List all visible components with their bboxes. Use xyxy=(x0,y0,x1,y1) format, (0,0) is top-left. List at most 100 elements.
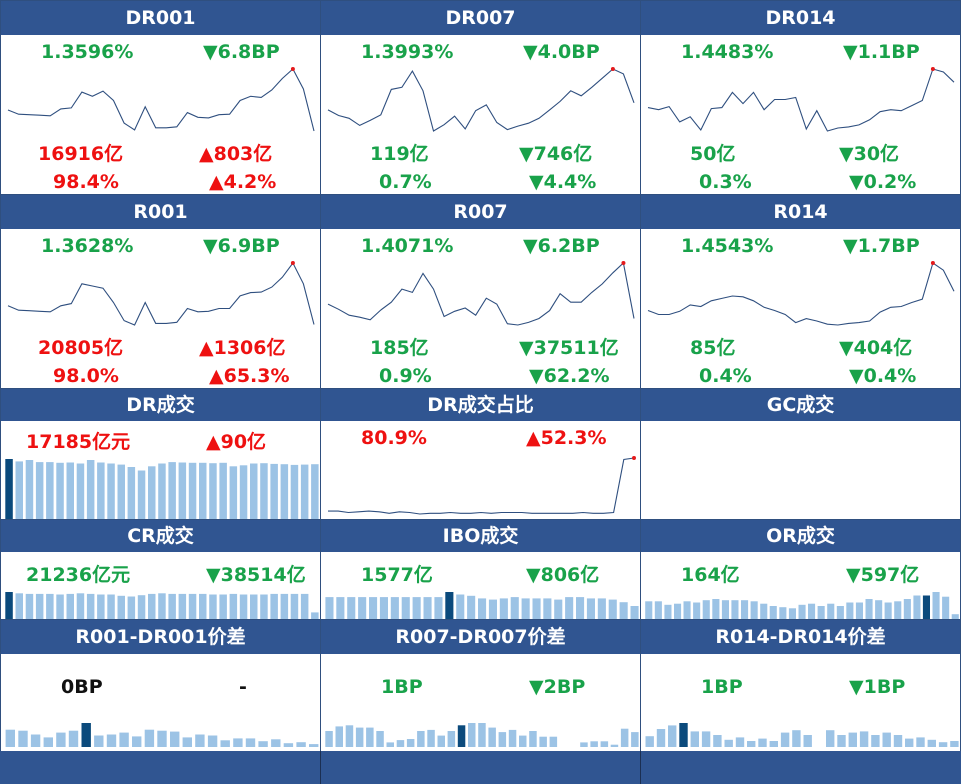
spread-value: 1BP xyxy=(701,676,743,698)
volume-change: ▼597亿 xyxy=(846,564,920,586)
bar xyxy=(498,732,507,747)
max-point-marker xyxy=(632,456,636,460)
bar xyxy=(508,729,517,747)
panel-title: OR成交 xyxy=(641,520,960,552)
bar xyxy=(427,729,435,747)
volume-value: 1577亿 xyxy=(361,564,433,586)
bar xyxy=(220,740,230,747)
bar xyxy=(271,739,281,747)
bar xyxy=(280,464,289,519)
bar xyxy=(803,735,812,747)
max-point-marker xyxy=(621,261,626,265)
bar xyxy=(81,723,91,747)
bar xyxy=(219,462,227,519)
trend-line xyxy=(647,262,955,326)
volume-bars xyxy=(5,459,319,519)
bar xyxy=(468,723,476,747)
bar xyxy=(865,599,873,620)
spread-bars xyxy=(5,723,319,747)
bar xyxy=(510,597,519,620)
bar xyxy=(188,593,197,620)
bar xyxy=(97,462,105,519)
bar xyxy=(15,461,23,519)
bar xyxy=(731,600,739,620)
volume-change: ▲52.3% xyxy=(526,427,607,449)
bar xyxy=(144,729,155,747)
bar xyxy=(620,728,629,747)
bar xyxy=(529,731,537,747)
bar xyxy=(412,597,421,620)
bar xyxy=(608,599,617,620)
bar xyxy=(209,463,217,519)
bar xyxy=(903,599,911,620)
bar xyxy=(250,463,258,519)
bar xyxy=(645,601,653,620)
bar xyxy=(46,462,54,519)
bar xyxy=(97,594,105,620)
rate-panel-r014: R014 1.4543% ▼1.7BP 85亿 ▼404亿 0.4% ▼0.4% xyxy=(640,194,961,389)
bar xyxy=(170,731,180,747)
bar xyxy=(445,592,454,620)
bar xyxy=(882,732,891,747)
spread-bars xyxy=(325,723,639,747)
bar xyxy=(586,598,595,620)
bar xyxy=(846,602,854,620)
bar xyxy=(932,592,940,620)
bar xyxy=(713,735,722,747)
trend-line xyxy=(7,68,315,132)
bar xyxy=(376,731,384,747)
bar xyxy=(712,599,720,620)
volume-change: ▲1306亿 xyxy=(199,337,286,359)
bar xyxy=(893,735,903,747)
bar xyxy=(859,731,869,747)
share-change: ▼4.4% xyxy=(529,171,597,193)
max-point-marker xyxy=(610,67,615,71)
bar xyxy=(345,725,354,747)
bar xyxy=(76,593,85,620)
rate-panel-r001: R001 1.3628% ▼6.9BP 20805亿 ▲1306亿 98.0% ▲65.3% xyxy=(0,194,321,389)
bar xyxy=(645,736,654,747)
bar xyxy=(148,466,156,519)
volume-value: 20805亿 xyxy=(38,337,124,359)
bar xyxy=(233,738,243,747)
rate-trend-chart xyxy=(647,67,955,132)
bar xyxy=(178,593,187,620)
bar xyxy=(580,742,588,747)
bar xyxy=(182,737,192,747)
bar xyxy=(127,467,136,519)
bar xyxy=(532,598,541,620)
bar xyxy=(158,463,166,519)
spread-panel-2: R007-DR007价差 1BP ▼2BP xyxy=(320,619,641,752)
volume-value: 16916亿 xyxy=(38,143,124,165)
bar xyxy=(239,465,248,519)
panel-title: R001 xyxy=(1,195,320,229)
bar xyxy=(35,593,44,620)
bar xyxy=(827,603,835,620)
bar xyxy=(913,595,921,620)
rate-panel-dr001: DR001 1.3596% ▼6.8BP 16916亿 ▲803亿 98.4% ▲4.2% xyxy=(0,0,321,195)
volume-change: ▼746亿 xyxy=(519,143,593,165)
bar xyxy=(521,598,530,620)
bar xyxy=(597,598,606,620)
bar xyxy=(219,594,227,620)
bar xyxy=(311,464,319,519)
bar xyxy=(610,744,619,747)
bar xyxy=(848,732,857,747)
bar xyxy=(199,593,207,620)
share-value: 98.4% xyxy=(53,171,119,193)
bar xyxy=(951,614,959,620)
bar xyxy=(168,593,176,620)
bar xyxy=(119,732,129,747)
bar xyxy=(798,604,806,620)
bar xyxy=(168,462,176,519)
bar xyxy=(750,601,758,620)
bar xyxy=(94,735,104,747)
spread-value: 0BP xyxy=(61,676,103,698)
rate-trend-chart xyxy=(7,67,315,132)
bar xyxy=(325,597,334,620)
bar xyxy=(158,593,166,620)
bar xyxy=(300,464,309,519)
bar xyxy=(565,597,574,620)
bar xyxy=(56,594,64,620)
share-value: 0.7% xyxy=(379,171,432,193)
